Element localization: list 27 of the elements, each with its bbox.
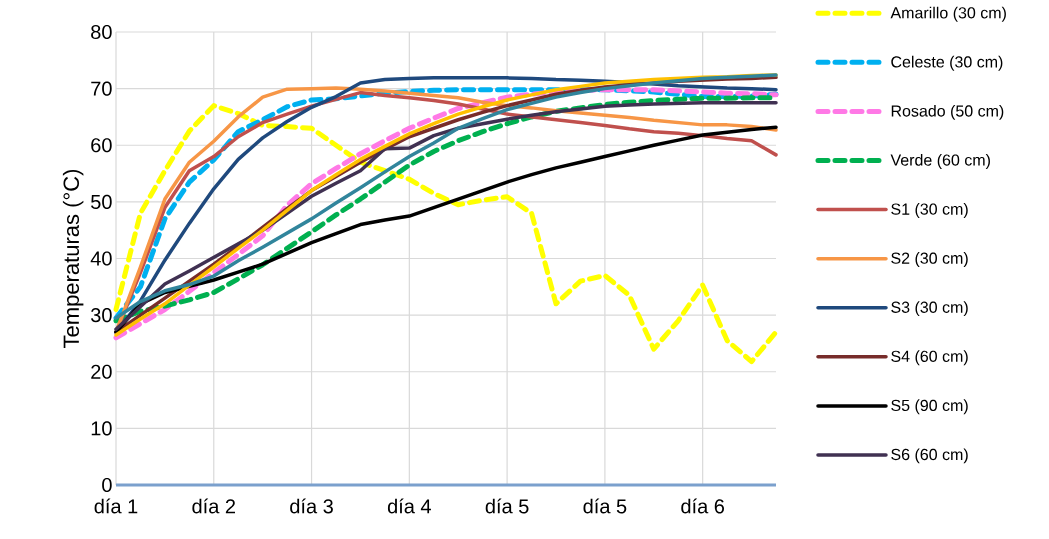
y-tick-label: 10: [91, 421, 112, 436]
legend-label: Amarillo (30 cm): [890, 6, 1006, 22]
x-tick-label: día 5: [583, 498, 627, 514]
legend-label: S4 (60 cm): [891, 350, 968, 366]
x-tick-label: día 5: [485, 498, 529, 514]
y-tick-label: 40: [90, 251, 112, 266]
legend-label: Rosado (50 cm): [891, 104, 1004, 120]
legend-label: Celeste (30 cm): [891, 55, 1003, 71]
legend-label: Verde (60 cm): [890, 153, 990, 169]
x-tick-label: día 1: [94, 498, 138, 514]
x-tick-label: día 6: [681, 498, 725, 514]
y-tick-label: 80: [91, 24, 112, 40]
y-tick-label: 50: [91, 194, 112, 209]
x-tick-label: día 4: [387, 498, 431, 514]
legend-label: S6 (60 cm): [891, 448, 968, 464]
y-axis-title: Temperaturas (°C): [62, 169, 84, 348]
legend-label: S1 (30 cm): [891, 203, 968, 218]
y-tick-label: 20: [91, 364, 112, 379]
y-tick-label: 70: [91, 81, 112, 96]
legend-label: S3 (30 cm): [891, 301, 968, 317]
y-tick-label: 0: [102, 477, 112, 493]
legend-label: S2 (30 cm): [891, 252, 968, 268]
legend-label: S5 (90 cm): [891, 399, 968, 415]
y-tick-label: 60: [91, 138, 112, 153]
x-tick-label: día 3: [290, 498, 333, 514]
y-tick-label: 30: [91, 308, 112, 323]
x-tick-label: día 2: [192, 498, 235, 514]
